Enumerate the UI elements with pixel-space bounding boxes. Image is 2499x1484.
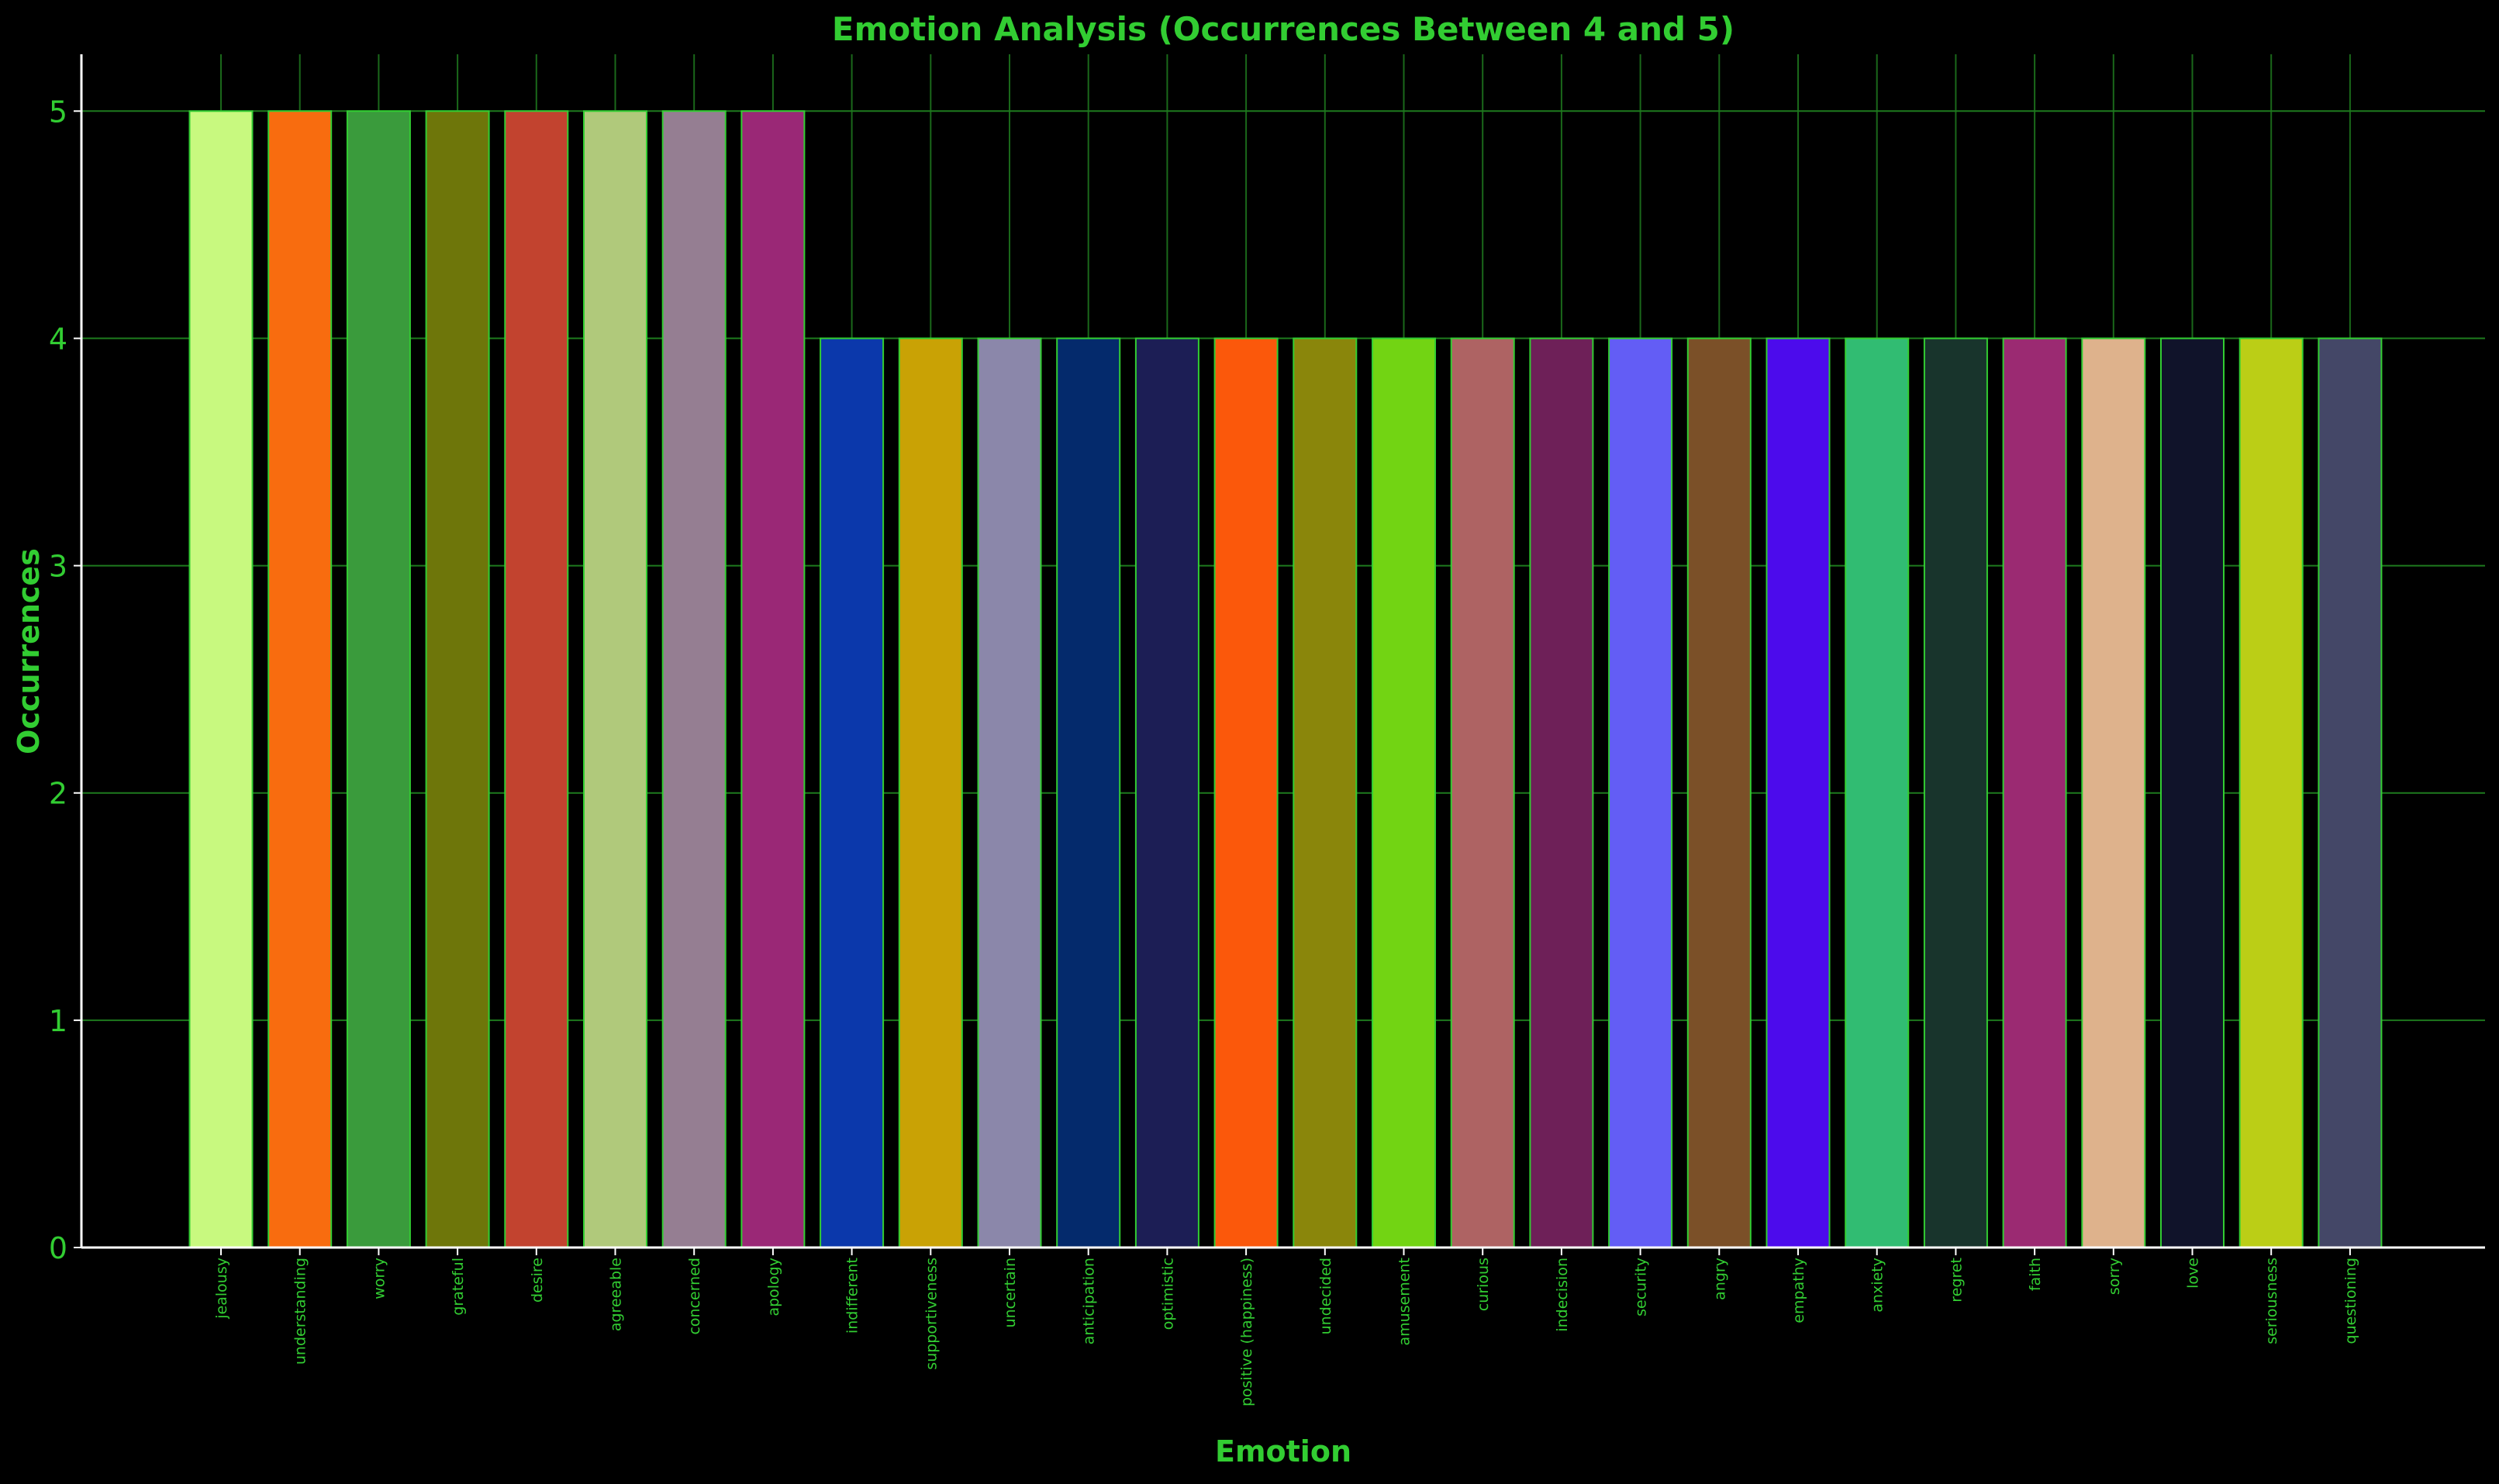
- x-tick-label: optimistic: [1159, 1258, 1176, 1330]
- bar: [2160, 337, 2225, 1248]
- x-axis-ticks: jealousy understanding worry grateful desire…: [213, 1248, 2359, 1406]
- x-tick-label: understanding: [292, 1258, 309, 1365]
- bar: [2238, 337, 2304, 1248]
- bar: [504, 110, 569, 1248]
- x-tick-label: security: [1633, 1258, 1650, 1317]
- bars: [188, 110, 2383, 1248]
- x-tick-label: grateful: [450, 1258, 467, 1316]
- x-tick-label: sorry: [2106, 1258, 2123, 1295]
- x-tick-label: desire: [529, 1258, 546, 1303]
- bar: [1766, 337, 1831, 1248]
- x-tick-label: apology: [765, 1258, 782, 1317]
- bar: [740, 110, 806, 1248]
- bar: [425, 110, 490, 1248]
- x-tick-label: jealousy: [213, 1258, 230, 1320]
- x-tick-label: positive (happiness): [1238, 1258, 1255, 1406]
- bar: [1293, 337, 1358, 1248]
- x-tick-label: undecided: [1317, 1258, 1334, 1334]
- x-axis-label: Emotion: [1215, 1434, 1351, 1468]
- bar: [1923, 337, 1988, 1248]
- x-tick-label: love: [2185, 1258, 2202, 1289]
- y-axis-ticks: 0 1 2 3 4 5: [49, 95, 81, 1265]
- y-tick-label: 1: [49, 1004, 67, 1038]
- x-tick-label: concerned: [686, 1258, 703, 1335]
- bar: [188, 110, 254, 1248]
- x-tick-label: anticipation: [1081, 1258, 1098, 1344]
- bar: [898, 337, 963, 1248]
- bar: [661, 110, 727, 1248]
- x-tick-label: indifferent: [844, 1258, 861, 1334]
- bar: [1213, 337, 1279, 1248]
- chart-title: Emotion Analysis (Occurrences Between 4 …: [832, 10, 1734, 48]
- x-tick-label: angry: [1711, 1258, 1728, 1300]
- x-tick-label: worry: [371, 1258, 388, 1299]
- bar: [977, 337, 1042, 1248]
- bar: [2318, 337, 2383, 1248]
- y-tick-label: 3: [49, 550, 67, 584]
- x-tick-label: regret: [1948, 1258, 1965, 1303]
- bar: [1845, 337, 1910, 1248]
- bar: [1056, 337, 1121, 1248]
- x-tick-label: indecision: [1554, 1258, 1571, 1332]
- x-tick-label: anxiety: [1869, 1258, 1886, 1313]
- y-tick-label: 2: [49, 777, 67, 811]
- x-tick-label: supportiveness: [923, 1258, 940, 1370]
- x-tick-label: uncertain: [1002, 1258, 1019, 1327]
- bar: [1608, 337, 1673, 1248]
- y-tick-label: 4: [49, 322, 67, 356]
- bar: [346, 110, 411, 1248]
- bar: [268, 110, 333, 1248]
- x-tick-label: faith: [2027, 1258, 2044, 1291]
- bar: [1450, 337, 1515, 1248]
- bar: [820, 337, 885, 1248]
- x-tick-label: curious: [1475, 1258, 1492, 1311]
- x-tick-label: amusement: [1396, 1258, 1413, 1345]
- y-tick-label: 5: [49, 95, 67, 129]
- bar: [583, 110, 647, 1248]
- bar: [1372, 337, 1436, 1248]
- y-axis-label: Occurrences: [12, 548, 46, 754]
- bar: [2081, 337, 2146, 1248]
- x-tick-label: questioning: [2342, 1258, 2359, 1344]
- x-tick-label: seriousness: [2263, 1258, 2280, 1344]
- x-tick-label: empathy: [1790, 1258, 1807, 1324]
- bar: [1686, 337, 1752, 1248]
- x-tick-label: agreeable: [608, 1258, 625, 1331]
- bar: [1529, 337, 1594, 1248]
- bar: [2002, 337, 2067, 1248]
- y-tick-label: 0: [49, 1231, 67, 1265]
- bar: [1134, 337, 1199, 1248]
